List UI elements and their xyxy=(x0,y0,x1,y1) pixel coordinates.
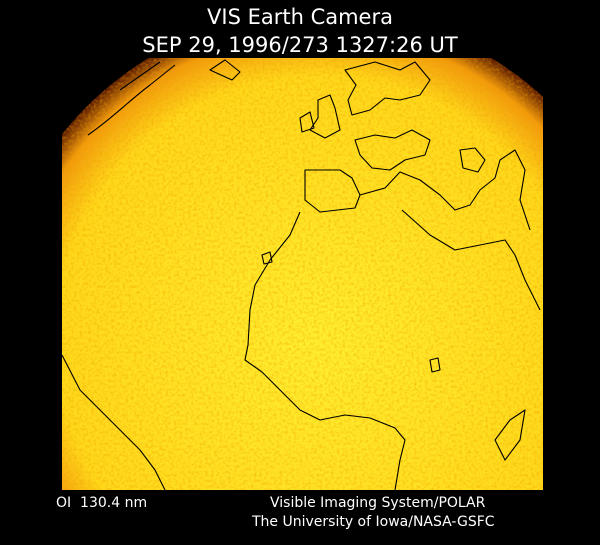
institution: The University of Iowa/NASA-GSFC xyxy=(251,514,495,530)
wavelength: OI 130.4 nm xyxy=(56,495,147,511)
earth-image xyxy=(62,58,543,490)
coastlines xyxy=(62,59,541,490)
instrument: Visible Imaging System/POLAR xyxy=(270,495,486,511)
texture xyxy=(62,58,543,490)
title: VIS Earth Camera xyxy=(207,5,393,29)
timestamp: SEP 29, 1996/273 1327:26 UT xyxy=(142,33,458,57)
